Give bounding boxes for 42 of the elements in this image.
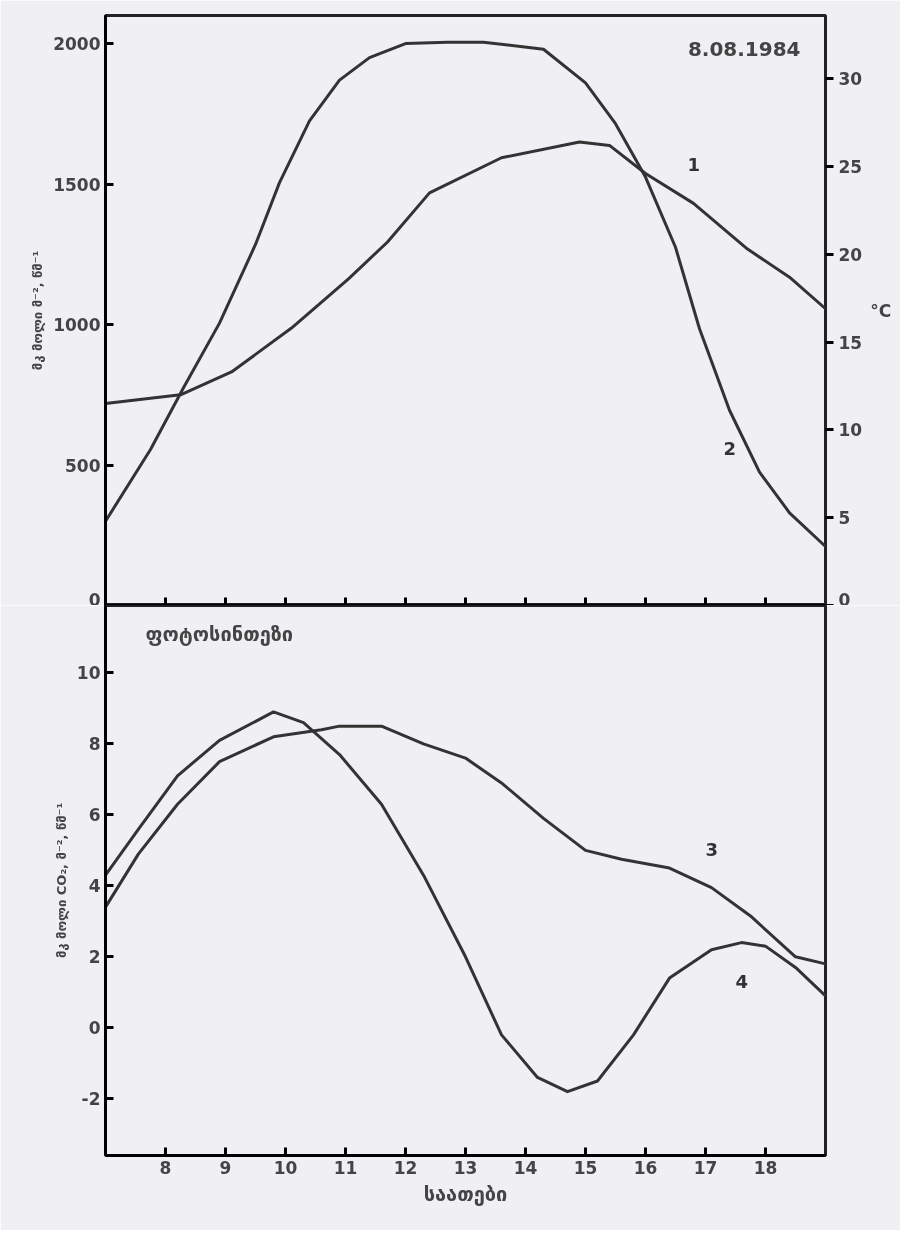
y-tick-label: 8 — [88, 734, 101, 755]
y2-tick-label: 20 — [838, 244, 863, 265]
x-tick-label: 8 — [159, 1157, 172, 1178]
x-tick-label: 9 — [219, 1157, 232, 1178]
text: ფოტოსინთეზი — [145, 621, 294, 646]
x-tick-label: 13 — [453, 1157, 478, 1178]
series-label: 1 — [687, 154, 701, 176]
line-series — [105, 40, 826, 548]
line-series — [105, 710, 826, 1094]
y-tick-label: 6 — [88, 805, 101, 826]
x-tick-label: 18 — [753, 1157, 778, 1178]
x-tick-label: 12 — [393, 1157, 418, 1178]
x-tick-label: 11 — [333, 1157, 358, 1178]
x-tick-label: 17 — [693, 1157, 718, 1178]
y-tick-label: 2 — [88, 947, 101, 968]
x-tick-label: 15 — [573, 1157, 598, 1178]
x-tick-label: 16 — [633, 1157, 658, 1178]
x-tick-label: 10 — [273, 1157, 298, 1178]
y-tick-label: 1500 — [53, 174, 101, 195]
y2-tick-label: 0 — [838, 589, 851, 610]
series-label: 3 — [705, 838, 719, 860]
y-tick-label: 500 — [65, 455, 101, 476]
y-axis-title: მკ მოლი CO₂, მ⁻², წმ⁻¹ — [53, 802, 69, 959]
y2-tick-label: 10 — [838, 420, 863, 441]
y2-tick-label: 25 — [838, 157, 863, 178]
y2-tick-label: 15 — [838, 332, 863, 353]
y2-tick-label: 5 — [838, 508, 851, 529]
annotation: 8.08.1984 — [687, 36, 801, 61]
y2-tick-label: 30 — [838, 69, 863, 90]
y-tick-label: 4 — [88, 876, 101, 897]
x-tick-label: 14 — [513, 1157, 538, 1178]
x-axis-title: საათები — [423, 1181, 508, 1206]
y-tick-label: 2000 — [53, 34, 101, 55]
y-tick-label: 10 — [76, 663, 101, 684]
y-tick-label: 0 — [88, 1018, 101, 1039]
y-axis-title: მკ მოლი მ⁻², წმ⁻¹ — [30, 250, 46, 371]
series-label: 2 — [723, 438, 737, 460]
series-label: 4 — [735, 970, 749, 992]
y-tick-label: -2 — [81, 1089, 101, 1110]
y-tick-label: 1000 — [53, 315, 101, 336]
y2-axis-title: °C — [870, 300, 892, 321]
y-tick-label: 0 — [88, 589, 101, 610]
